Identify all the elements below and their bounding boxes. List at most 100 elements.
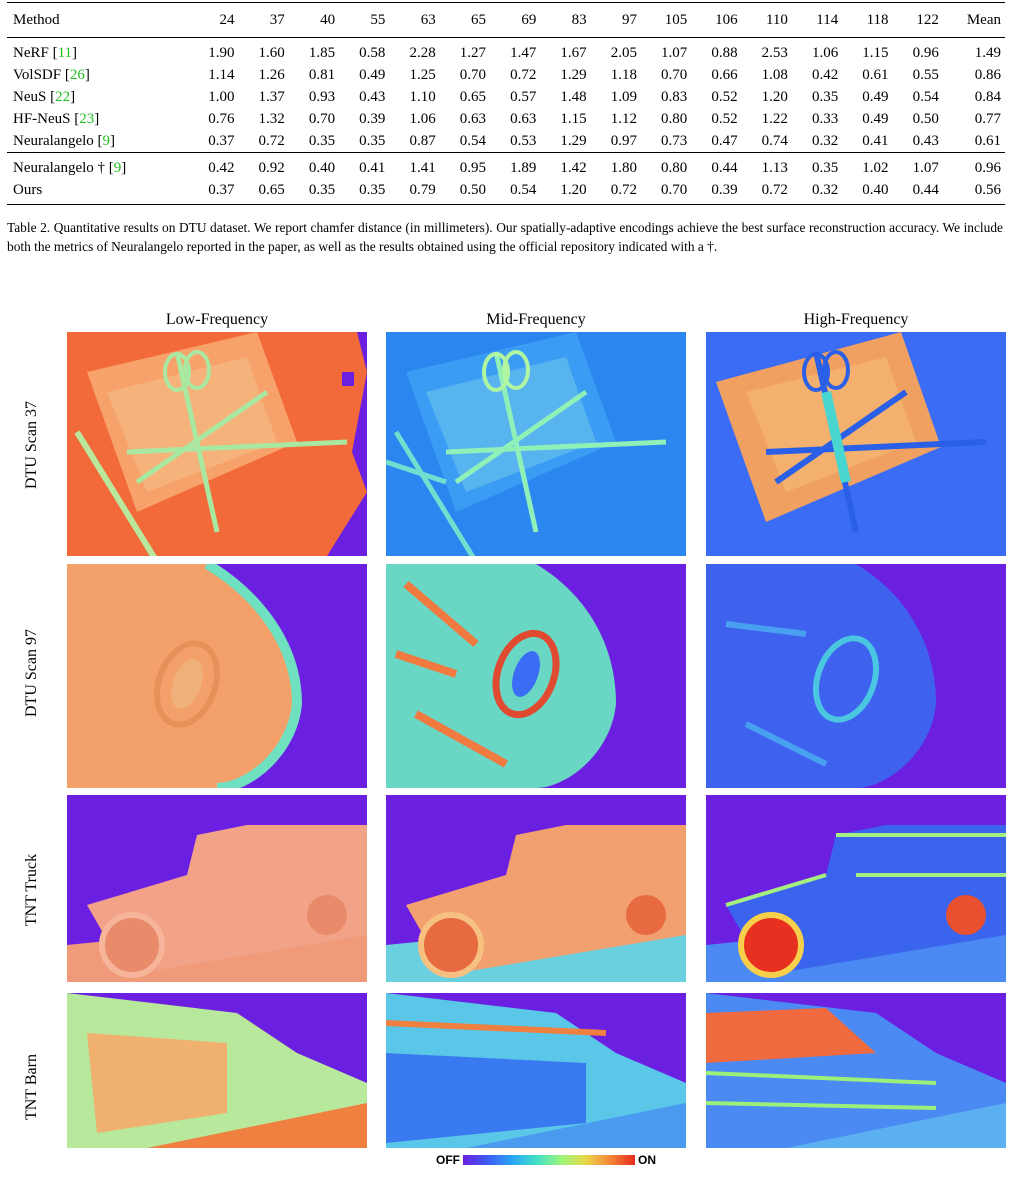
method-name: Neuralangelo † bbox=[13, 159, 106, 176]
column-header: 55 bbox=[370, 11, 386, 28]
value-cell: 1.89 bbox=[510, 159, 537, 176]
colorbar: OFF ON bbox=[436, 1153, 656, 1167]
value-cell: 0.96 bbox=[912, 44, 939, 61]
value-cell: 1.08 bbox=[761, 66, 788, 83]
value-cell: 1.20 bbox=[560, 181, 587, 198]
value-cell: 0.72 bbox=[258, 132, 285, 149]
colorbar-off-label: OFF bbox=[436, 1153, 460, 1167]
table-row: HF-NeuS [23] 0.76 1.32 0.70 0.39 1.06 0.63 0.63… bbox=[7, 108, 1005, 130]
value-cell: 2.53 bbox=[761, 44, 788, 61]
value-cell: 0.88 bbox=[711, 44, 738, 61]
value-cell: 2.28 bbox=[409, 44, 436, 61]
heatmap-tnt-truck-mid bbox=[386, 795, 686, 982]
value-cell: 0.73 bbox=[661, 132, 688, 149]
value-cell: 0.72 bbox=[610, 181, 637, 198]
value-cell: 0.57 bbox=[510, 88, 537, 105]
column-title-mid-frequency: Mid-Frequency bbox=[486, 311, 586, 328]
heatmap-tnt-barn-high bbox=[706, 993, 1006, 1148]
value-cell: 0.49 bbox=[359, 66, 386, 83]
table-row: NeuS [22] 1.00 1.37 0.93 0.43 1.10 0.65 0.57 1.4… bbox=[7, 86, 1005, 108]
citation-link[interactable]: 26 bbox=[69, 66, 85, 83]
value-cell: 1.15 bbox=[862, 44, 889, 61]
value-cell: 0.97 bbox=[610, 132, 637, 149]
method-name: NeuS bbox=[13, 88, 47, 105]
value-cell: 0.72 bbox=[761, 181, 788, 198]
value-cell: 0.96 bbox=[974, 159, 1001, 176]
citation-link[interactable]: 23 bbox=[79, 110, 95, 127]
value-cell: 0.50 bbox=[912, 110, 939, 127]
value-cell: 0.35 bbox=[811, 88, 839, 105]
value-cell: 1.20 bbox=[761, 88, 788, 105]
value-cell: 1.37 bbox=[258, 88, 285, 105]
value-cell: 0.84 bbox=[974, 88, 1001, 105]
value-cell: 0.61 bbox=[862, 66, 889, 83]
value-cell: 0.80 bbox=[661, 110, 688, 127]
value-cell: 0.43 bbox=[359, 88, 386, 105]
value-cell: 0.70 bbox=[308, 110, 336, 127]
value-cell: 1.67 bbox=[560, 44, 587, 61]
column-header: 63 bbox=[420, 11, 436, 28]
citation-link[interactable]: 22 bbox=[55, 88, 71, 105]
value-cell: 0.56 bbox=[974, 181, 1001, 198]
value-cell: 0.65 bbox=[258, 181, 285, 198]
value-cell: 0.42 bbox=[811, 66, 839, 83]
citation-link[interactable]: 11 bbox=[57, 44, 73, 61]
table-row: VolSDF [26] 1.14 1.26 0.81 0.49 1.25 0.70 0.72 1… bbox=[7, 64, 1005, 86]
value-cell: 0.32 bbox=[811, 132, 839, 149]
method-name: Ours bbox=[13, 181, 43, 198]
value-cell: 0.92 bbox=[258, 159, 285, 176]
heatmap-dtu97-mid bbox=[386, 564, 686, 788]
value-cell: 1.32 bbox=[258, 110, 285, 127]
value-cell: 0.35 bbox=[811, 159, 839, 176]
citation-link[interactable]: 9 bbox=[113, 159, 122, 176]
value-cell: 1.13 bbox=[761, 159, 788, 176]
value-cell: 0.70 bbox=[661, 181, 688, 198]
method-name-cell: NeuS [22] bbox=[13, 88, 76, 105]
method-name-cell: VolSDF [26] bbox=[13, 66, 90, 83]
value-cell: 1.60 bbox=[258, 44, 285, 61]
value-cell: 0.54 bbox=[510, 181, 537, 198]
value-cell: 1.07 bbox=[912, 159, 939, 176]
value-cell: 1.25 bbox=[409, 66, 436, 83]
value-cell: 1.15 bbox=[560, 110, 587, 127]
value-cell: 0.80 bbox=[661, 159, 688, 176]
value-cell: 1.14 bbox=[208, 66, 235, 83]
colorbar-gradient bbox=[463, 1155, 635, 1165]
value-cell: 0.35 bbox=[359, 132, 386, 149]
table-row: Neuralangelo [9] 0.37 0.72 0.35 0.35 0.87 0.54… bbox=[7, 130, 1005, 153]
value-cell: 0.58 bbox=[359, 44, 386, 61]
column-header: 65 bbox=[471, 11, 487, 28]
value-cell: 0.41 bbox=[359, 159, 386, 176]
table-row: Neuralangelo † [9] 0.42 0.92 0.40 0.41 1.41 0.… bbox=[7, 153, 1005, 180]
value-cell: 1.10 bbox=[409, 88, 436, 105]
column-header: 105 bbox=[664, 11, 688, 28]
value-cell: 0.49 bbox=[862, 110, 889, 127]
value-cell: 0.81 bbox=[308, 66, 336, 83]
column-title-low-frequency: Low-Frequency bbox=[165, 311, 269, 328]
column-header: 114 bbox=[816, 11, 839, 28]
method-name: VolSDF bbox=[13, 66, 62, 83]
value-cell: 1.49 bbox=[974, 44, 1001, 61]
value-cell: 0.37 bbox=[208, 181, 235, 198]
value-cell: 0.41 bbox=[862, 132, 889, 149]
comparison-methods-group: Neuralangelo † [9] 0.42 0.92 0.40 0.41 1.41 0.… bbox=[7, 152, 1005, 205]
table-caption: Table 2. Quantitative results on DTU dat… bbox=[7, 220, 1003, 254]
value-cell: 0.35 bbox=[359, 181, 386, 198]
value-cell: 1.22 bbox=[761, 110, 788, 127]
column-header: 83 bbox=[571, 11, 587, 28]
value-cell: 0.76 bbox=[208, 110, 235, 127]
value-cell: 0.33 bbox=[811, 110, 839, 127]
value-cell: 1.90 bbox=[208, 44, 235, 61]
value-cell: 0.77 bbox=[974, 110, 1001, 127]
citation-link[interactable]: 9 bbox=[102, 132, 111, 149]
value-cell: 0.79 bbox=[409, 181, 436, 198]
value-cell: 0.54 bbox=[912, 88, 939, 105]
value-cell: 1.26 bbox=[258, 66, 285, 83]
value-cell: 0.47 bbox=[711, 132, 738, 149]
row-label-tnt-barn: TNT Barn bbox=[23, 1054, 40, 1120]
method-name-cell: Neuralangelo [9] bbox=[13, 132, 116, 149]
heatmap-tnt-truck-low bbox=[67, 795, 367, 982]
column-header: 97 bbox=[621, 11, 637, 28]
value-cell: 0.54 bbox=[459, 132, 487, 149]
value-cell: 1.07 bbox=[661, 44, 688, 61]
